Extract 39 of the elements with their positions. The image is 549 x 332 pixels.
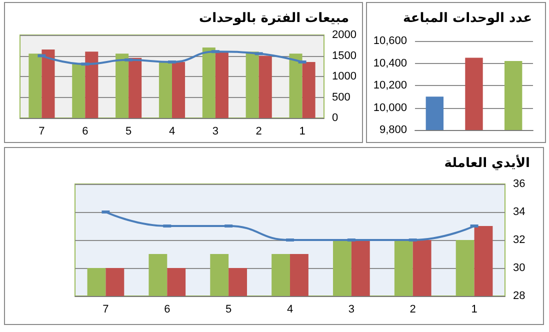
x-tick-label: 2 [410,304,416,316]
y-tick-label: 1500 [332,50,356,62]
y-tick-label: 36 [513,178,526,190]
y-tick-label: 500 [332,91,350,104]
y-tick-label: 10,400 [373,57,407,70]
bar [85,52,98,118]
x-tick-label: 2 [256,126,262,138]
y-tick-label: 10,600 [373,35,407,47]
x-tick-label: 3 [212,126,218,138]
x-tick-label: 4 [286,304,294,316]
x-tick-label: 3 [348,304,354,316]
bar [172,62,186,118]
bar [302,62,316,118]
x-tick-label: 5 [126,126,132,138]
y-tick-label: 32 [513,234,526,246]
y-tick-label: 9,800 [379,124,407,136]
x-tick-label: 7 [38,126,45,138]
bar [258,56,272,118]
y-tick-label: 28 [513,290,526,302]
y-tick-label: 2000 [332,29,356,41]
x-tick-label: 1 [471,304,478,316]
chart-title: مبيعات الفترة بالوحدات [199,11,349,26]
x-tick-label: 1 [299,126,306,138]
x-tick-label: 4 [168,126,176,138]
y-tick-label: 1000 [332,70,356,82]
y-tick-label: 10,000 [373,102,407,114]
y-tick-label: 10,200 [373,80,407,92]
x-tick-label: 5 [226,304,232,316]
y-tick-label: 34 [513,206,526,218]
x-tick-label: 6 [164,304,170,316]
x-tick-label: 6 [82,126,88,138]
chart-title: الأيدي العاملة [444,154,530,171]
chart-title: عدد الوحدات المباعة [402,11,532,26]
bar [215,52,228,118]
bar [128,58,142,118]
x-tick-label: 7 [102,304,109,316]
y-tick-label: 0 [332,112,338,124]
bar [42,50,55,118]
y-tick-label: 30 [513,262,526,274]
